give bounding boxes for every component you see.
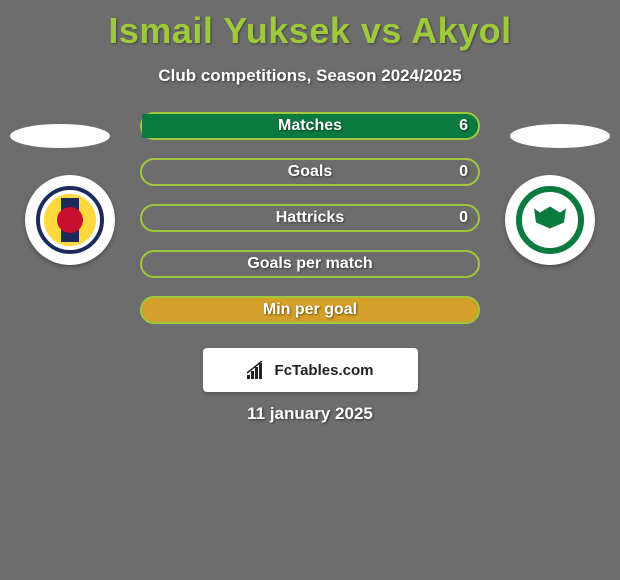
stat-label: Matches	[278, 117, 342, 135]
team-crest-right	[505, 175, 595, 265]
fenerbahce-crest-icon	[34, 184, 106, 256]
stat-row: Matches 6	[140, 112, 480, 140]
stat-row: Min per goal	[140, 296, 480, 324]
footer-date: 11 january 2025	[0, 404, 620, 424]
attribution-badge[interactable]: FcTables.com	[203, 348, 418, 392]
subtitle: Club competitions, Season 2024/2025	[0, 66, 620, 86]
stat-value-right: 0	[459, 209, 468, 227]
stat-row: Goals per match	[140, 250, 480, 278]
stat-label: Goals	[288, 163, 332, 181]
stat-label: Goals per match	[247, 255, 372, 273]
right-player-oval	[510, 124, 610, 148]
attribution-text: FcTables.com	[275, 362, 374, 379]
page-title: Ismail Yuksek vs Akyol	[0, 0, 620, 52]
stat-value-right: 6	[459, 117, 468, 135]
team-crest-left	[25, 175, 115, 265]
stat-label: Min per goal	[263, 301, 357, 319]
comparison-card: Ismail Yuksek vs Akyol Club competitions…	[0, 0, 620, 580]
chart-icon	[247, 361, 269, 379]
stat-value-right: 0	[459, 163, 468, 181]
konyaspor-crest-icon	[514, 184, 586, 256]
stat-label: Hattricks	[276, 209, 344, 227]
stat-row: Goals 0	[140, 158, 480, 186]
stats-panel: Matches 6 Goals 0 Hattricks 0 Goals per match M…	[140, 112, 480, 324]
left-player-oval	[10, 124, 110, 148]
stat-row: Hattricks 0	[140, 204, 480, 232]
